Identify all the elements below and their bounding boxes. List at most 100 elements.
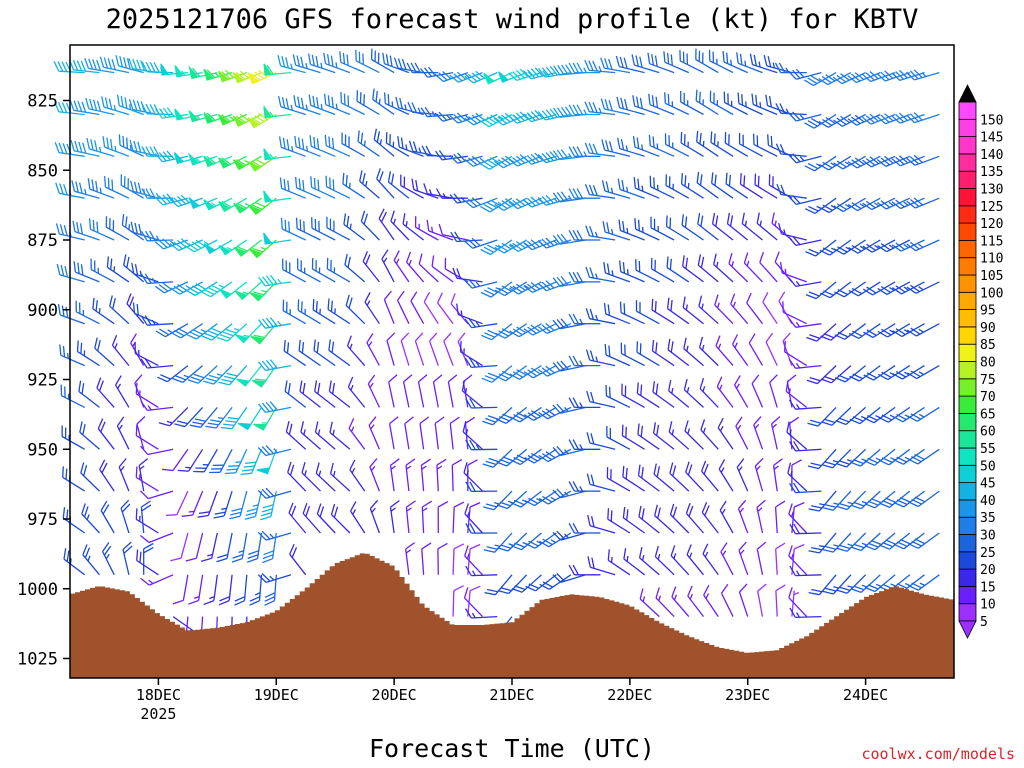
wind-barb [669, 462, 690, 492]
colorbar-swatch [958, 603, 977, 622]
wind-barb [467, 459, 478, 492]
wind-barb [143, 542, 154, 575]
wind-barb [682, 255, 704, 283]
wind-barb [421, 500, 433, 534]
wind-barb [364, 291, 380, 325]
wind-barb [438, 223, 468, 241]
colorbar-label: 135 [980, 165, 1003, 180]
wind-barb [372, 88, 395, 116]
wind-barb [754, 173, 778, 199]
wind-barb [383, 92, 410, 116]
colorbar-label: 100 [980, 286, 1003, 301]
wind-barb [81, 503, 100, 534]
wind-barb [277, 55, 306, 74]
wind-barb [78, 380, 100, 408]
y-axis: 825 850 875 900 925 950 975 1000 1025 [17, 92, 70, 670]
colorbar-min-arrow [958, 620, 977, 639]
wind-barb [461, 379, 483, 408]
colorbar-label: 150 [980, 113, 1003, 128]
wind-barb [434, 111, 468, 122]
wind-barb [420, 106, 454, 118]
wind-barb [465, 523, 498, 534]
wind-barb [604, 343, 631, 367]
wind-barb [370, 48, 395, 74]
wind-barb [257, 487, 292, 499]
wind-barb [209, 448, 233, 474]
wind-barb [789, 607, 822, 619]
wind-barb [385, 132, 410, 157]
wind-barb [244, 490, 263, 520]
wind-barb [850, 490, 881, 510]
wind-barb [717, 417, 734, 450]
wind-barb [523, 152, 557, 165]
colorbar-swatch [958, 378, 977, 397]
wind-barb [188, 574, 204, 605]
wind-barb [821, 448, 852, 469]
wind-barb [327, 298, 351, 325]
wind-barb [205, 407, 233, 429]
wind-barb [770, 416, 781, 450]
wind-barb [741, 212, 763, 241]
wind-barb [388, 416, 399, 450]
colorbar-legend: 5 10 15 20 25 30 35 40 45 50 55 60 65 70 75 80 85 90 95 100… [958, 84, 1003, 639]
wind-barb [907, 365, 940, 380]
wind-barb [362, 251, 380, 283]
wind-barb [345, 294, 366, 325]
wind-barb [452, 501, 465, 534]
wind-barb [820, 365, 852, 384]
wind-barb [687, 585, 705, 617]
wind-barb [671, 586, 690, 618]
colorbar-swatch [958, 274, 977, 293]
wind-barb [432, 374, 443, 408]
wind-barb [654, 504, 675, 534]
wind-barb [908, 490, 940, 508]
x-tick-label: 21DEC [489, 686, 534, 704]
colorbar-label: 10 [980, 598, 996, 613]
wind-barb [497, 71, 527, 83]
wind-barb [616, 96, 645, 116]
wind-barb [601, 139, 631, 157]
wind-barb [730, 293, 749, 325]
wind-barb [462, 420, 483, 450]
wind-barb [465, 398, 498, 409]
wind-barb [862, 113, 896, 125]
wind-barb [586, 432, 616, 450]
wind-barb [240, 449, 263, 476]
wind-barb [568, 481, 601, 492]
wind-barb [735, 416, 749, 450]
wind-barb [188, 110, 218, 123]
wind-barb [350, 501, 366, 534]
wind-barb [100, 500, 115, 534]
wind-barb [247, 69, 277, 85]
wind-barb [155, 323, 189, 338]
colorbar-swatch [958, 257, 977, 276]
wind-barb [695, 48, 719, 74]
wind-barb [509, 323, 542, 338]
wind-barb [346, 335, 366, 367]
colorbar-swatch [958, 586, 977, 605]
wind-barb [359, 170, 380, 199]
wind-barb [603, 262, 631, 283]
wind-barb [314, 380, 336, 408]
wind-barb [135, 424, 159, 450]
wind-barb [406, 62, 439, 74]
wind-barb [538, 448, 572, 463]
wind-barb [906, 323, 940, 337]
wind-barb [788, 545, 808, 576]
wind-barb [891, 197, 925, 210]
wind-barb [734, 375, 749, 408]
wind-barb [847, 71, 881, 84]
wind-barb [622, 506, 645, 534]
wind-barb [670, 545, 690, 576]
wind-barb [788, 587, 808, 618]
colorbar-label: 85 [980, 338, 996, 353]
wind-barb [325, 175, 351, 199]
colorbar-label: 55 [980, 442, 996, 457]
wind-barb [70, 140, 100, 157]
colorbar-label: 35 [980, 511, 996, 526]
wind-barb [382, 52, 410, 74]
colorbar-label: 40 [980, 494, 996, 509]
wind-barb [389, 458, 400, 492]
wind-barb [850, 532, 881, 552]
wind-barb [638, 546, 660, 576]
